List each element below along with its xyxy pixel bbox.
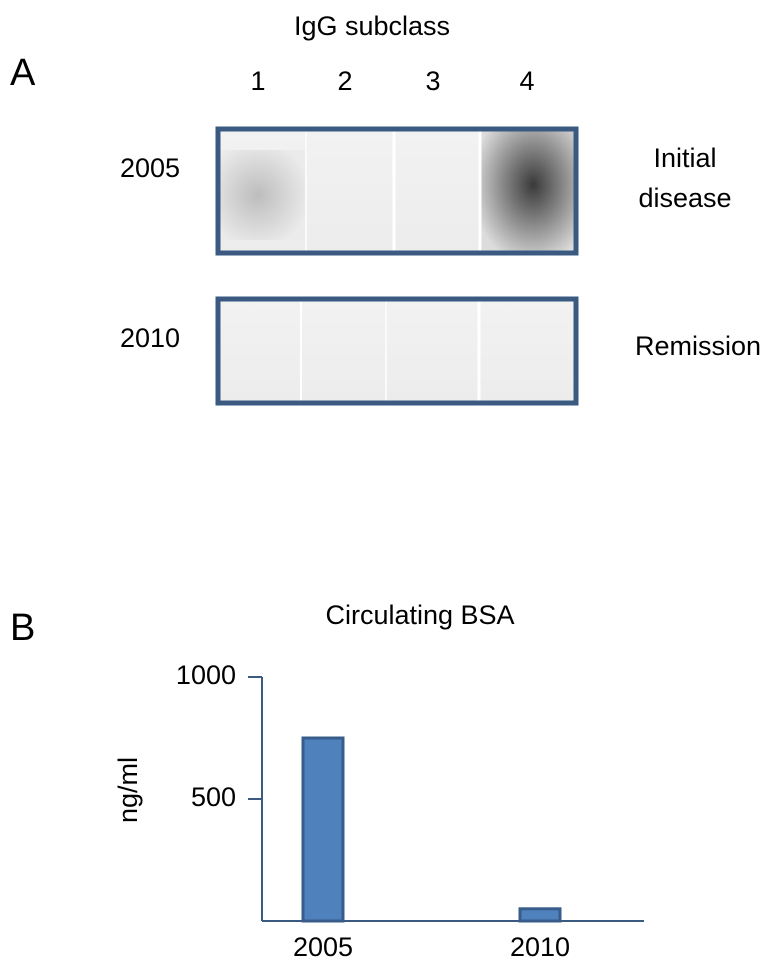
figure: A IgG subclass 1 2 3 4 2005 2010 Remissi… [0, 0, 776, 971]
blot-2010 [218, 299, 576, 403]
panel-label: A [10, 52, 36, 94]
chart-title: Circulating BSA [325, 600, 514, 630]
bar [303, 738, 343, 921]
lane-label: 1 [250, 66, 265, 96]
row-label: Remission [635, 331, 761, 361]
row-year: 2005 [120, 153, 180, 183]
blot-2005 [218, 129, 576, 253]
panel-title: IgG subclass [294, 11, 450, 41]
y-axis-label: ng/ml [113, 757, 143, 823]
y-tick-label: 1000 [176, 660, 236, 690]
blot-background [218, 299, 576, 403]
x-tick-label: 2010 [510, 932, 570, 962]
row-year: 2010 [120, 323, 180, 353]
y-tick-label: 500 [191, 782, 236, 812]
blot-band [218, 150, 306, 240]
x-tick-label: 2005 [293, 932, 353, 962]
row-label: Initial disease [620, 138, 750, 218]
lane-label: 3 [425, 66, 440, 96]
blot-band [481, 129, 576, 253]
panel-label: B [10, 607, 35, 649]
lane-label: 2 [337, 66, 352, 96]
bar [520, 909, 560, 921]
lane-label: 4 [519, 66, 534, 96]
